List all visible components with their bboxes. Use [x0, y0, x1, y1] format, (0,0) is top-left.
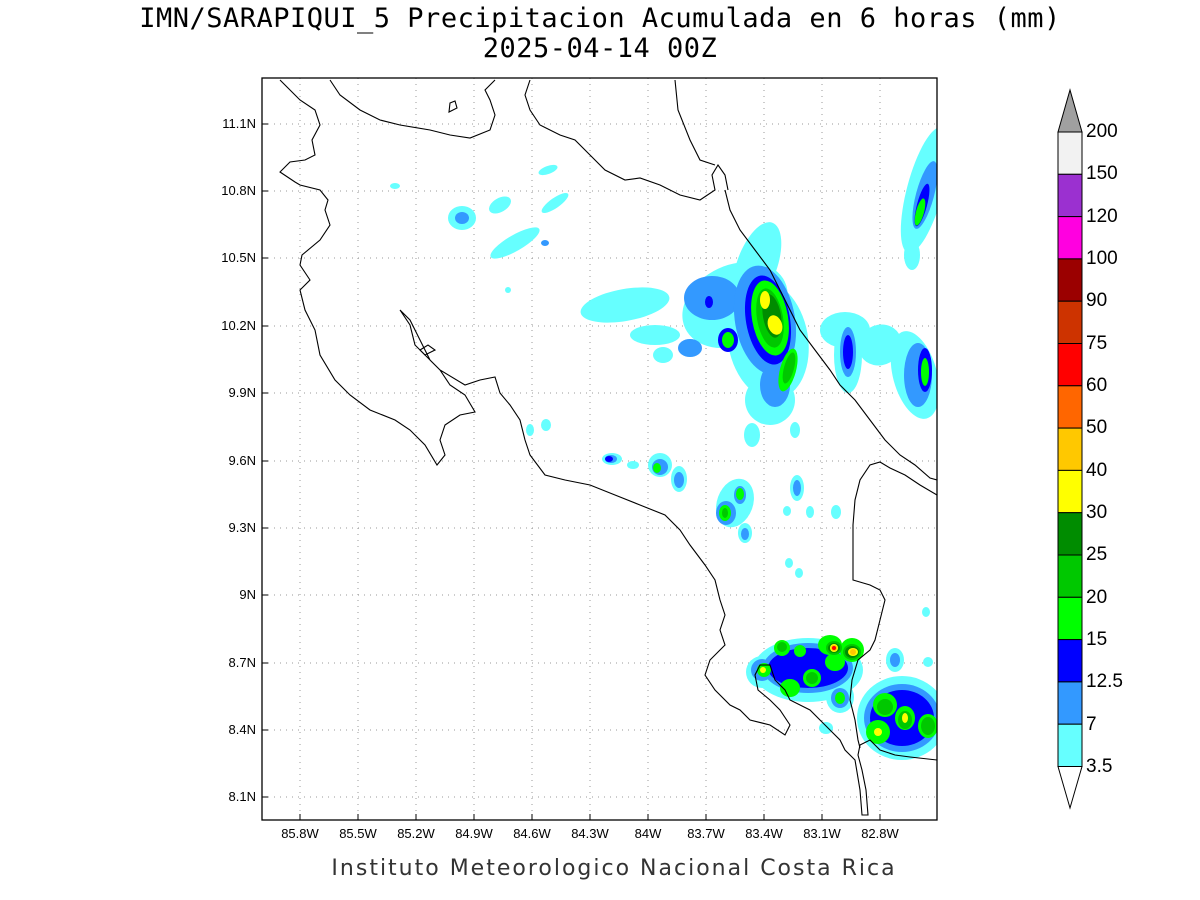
colorbar-label: 20 [1086, 587, 1108, 608]
colorbar-label: 15 [1086, 629, 1108, 650]
y-tick-label: 9.6N [228, 453, 256, 468]
colorbar-label: 30 [1086, 502, 1108, 523]
y-tick-label: 8.4N [228, 722, 256, 737]
y-tick-label: 10.2N [221, 318, 256, 333]
y-tick-label: 9.3N [228, 520, 256, 535]
colorbar-top-triangle [1057, 88, 1083, 133]
colorbar-label: 200 [1086, 121, 1118, 142]
y-tick-label: 8.1N [228, 789, 256, 804]
x-tick-label: 82.8W [861, 826, 899, 841]
colorbar-label: 90 [1086, 290, 1108, 311]
x-tick-label: 84.9W [455, 826, 493, 841]
colorbar-label: 60 [1086, 375, 1108, 396]
y-tick-label: 10.8N [221, 183, 256, 198]
x-tick-label: 85.5W [339, 826, 377, 841]
map-date: 2025-04-14 00Z [482, 33, 718, 64]
x-tick-label: 83.1W [803, 826, 841, 841]
institution-footer: Instituto Meteorologico Nacional Costa R… [331, 856, 897, 881]
colorbar-label: 75 [1086, 333, 1108, 354]
colorbar-label: 150 [1086, 163, 1118, 184]
colorbar-label: 3.5 [1086, 756, 1113, 777]
colorbar-label: 25 [1086, 544, 1108, 565]
x-tick-label: 84.3W [571, 826, 609, 841]
y-tick-label: 8.7N [228, 655, 256, 670]
colorbar-label: 40 [1086, 460, 1108, 481]
coastlines [279, 79, 937, 816]
y-tick-label: 10.5N [221, 250, 256, 265]
colorbar-label: 50 [1086, 417, 1108, 438]
y-tick-label: 9.9N [228, 385, 256, 400]
y-tick-label: 11.1N [222, 116, 256, 131]
colorbar-label: 12.5 [1086, 671, 1123, 692]
colorbar-bottom-triangle [1057, 766, 1083, 810]
colorbar-label: 120 [1086, 206, 1118, 227]
precipitation-fields [390, 127, 937, 760]
map-title: IMN/SARAPIQUI_5 Precipitacion Acumulada … [139, 3, 1061, 34]
tick-marks [262, 123, 881, 820]
colorbar-label: 7 [1086, 714, 1097, 735]
colorbar [1057, 88, 1083, 810]
x-tick-label: 83.7W [687, 826, 725, 841]
x-tick-label: 85.2W [397, 826, 435, 841]
x-tick-label: 84W [634, 826, 662, 841]
plot-frame [261, 77, 938, 821]
y-tick-label: 9N [239, 587, 256, 602]
x-tick-label: 84.6W [513, 826, 551, 841]
colorbar-label: 100 [1086, 248, 1118, 269]
x-tick-label: 83.4W [745, 826, 783, 841]
x-tick-label: 85.8W [281, 826, 319, 841]
